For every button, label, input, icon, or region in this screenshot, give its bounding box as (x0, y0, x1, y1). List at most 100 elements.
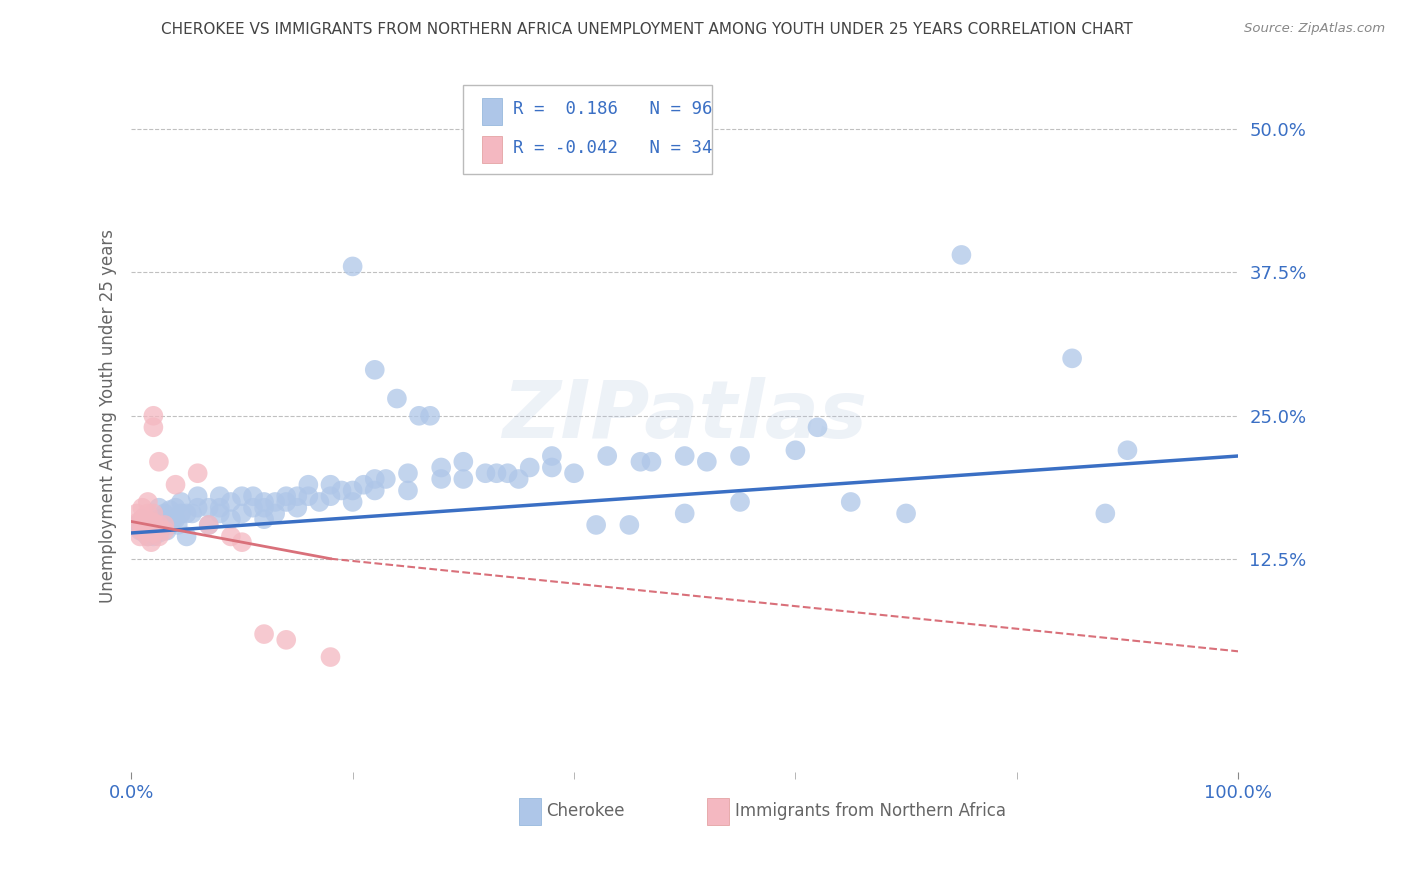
Point (541, 449, 564, 463)
Point (129, 529, 152, 543)
Point (785, 443, 807, 458)
Point (208, 507, 231, 521)
Point (142, 526, 165, 541)
Point (894, 507, 917, 521)
Point (141, 524, 163, 538)
Point (508, 472, 530, 486)
Point (176, 529, 198, 543)
Point (297, 477, 319, 491)
Point (728, 495, 751, 509)
Point (141, 521, 163, 535)
Point (153, 524, 176, 538)
Point (131, 500, 153, 515)
Point (696, 455, 718, 469)
Point (806, 420, 828, 434)
Point (408, 409, 430, 423)
Point (170, 495, 193, 509)
Point (342, 495, 364, 509)
Point (619, 517, 641, 532)
Point (131, 512, 153, 526)
Point (396, 483, 419, 498)
Point (219, 512, 242, 526)
Point (242, 489, 264, 503)
Point (839, 495, 862, 509)
Point (319, 477, 342, 491)
Point (519, 460, 541, 475)
Point (136, 507, 159, 521)
Point (148, 455, 170, 469)
Point (585, 517, 607, 532)
Point (453, 455, 475, 469)
Point (430, 472, 453, 486)
Point (136, 495, 159, 509)
Point (125, 517, 148, 532)
Point (159, 517, 181, 532)
Point (153, 517, 176, 532)
Point (285, 500, 308, 515)
Point (153, 517, 176, 532)
Point (673, 507, 696, 521)
Point (385, 392, 408, 406)
Point (148, 526, 170, 541)
Point (242, 500, 264, 515)
Point (197, 517, 219, 532)
Point (165, 512, 187, 526)
Text: CHEROKEE VS IMMIGRANTS FROM NORTHERN AFRICA UNEMPLOYMENT AMONG YOUTH UNDER 25 YE: CHEROKEE VS IMMIGRANTS FROM NORTHERN AFR… (160, 22, 1133, 37)
Bar (482, 136, 502, 163)
Point (1094, 507, 1116, 521)
Point (1116, 443, 1139, 458)
Text: ZIPatlas: ZIPatlas (502, 376, 868, 455)
Point (264, 507, 287, 521)
Point (364, 472, 387, 486)
Point (131, 512, 153, 526)
Point (142, 420, 165, 434)
Point (136, 517, 159, 532)
Point (136, 515, 159, 529)
Point (142, 529, 165, 543)
Point (276, 495, 298, 509)
Point (134, 517, 156, 532)
Point (162, 512, 184, 526)
Point (134, 509, 156, 524)
Point (142, 517, 165, 532)
Bar (482, 98, 502, 125)
Point (208, 489, 231, 503)
Point (253, 500, 276, 515)
Point (142, 409, 165, 423)
Point (142, 507, 165, 521)
Point (596, 449, 619, 463)
Point (150, 517, 173, 532)
Point (219, 495, 242, 509)
Point (374, 472, 396, 486)
Point (396, 467, 419, 481)
Point (364, 483, 387, 498)
Point (156, 524, 179, 538)
Point (148, 512, 170, 526)
Point (253, 627, 276, 641)
Bar (519, 798, 541, 825)
FancyBboxPatch shape (464, 85, 713, 174)
Point (197, 517, 219, 532)
Point (319, 489, 342, 503)
Point (619, 156, 641, 170)
Point (474, 467, 496, 481)
Point (276, 632, 298, 647)
Point (285, 489, 308, 503)
Point (141, 535, 163, 549)
Point (541, 460, 564, 475)
Point (673, 449, 696, 463)
Text: Cherokee: Cherokee (547, 802, 624, 820)
Point (134, 526, 156, 541)
Point (145, 517, 167, 532)
Point (231, 507, 253, 521)
Point (176, 507, 198, 521)
Point (728, 449, 751, 463)
Point (142, 516, 165, 530)
Point (253, 495, 276, 509)
Point (264, 495, 287, 509)
Point (165, 477, 187, 491)
Point (128, 515, 150, 529)
Point (640, 455, 662, 469)
Point (430, 460, 453, 475)
Point (231, 489, 253, 503)
